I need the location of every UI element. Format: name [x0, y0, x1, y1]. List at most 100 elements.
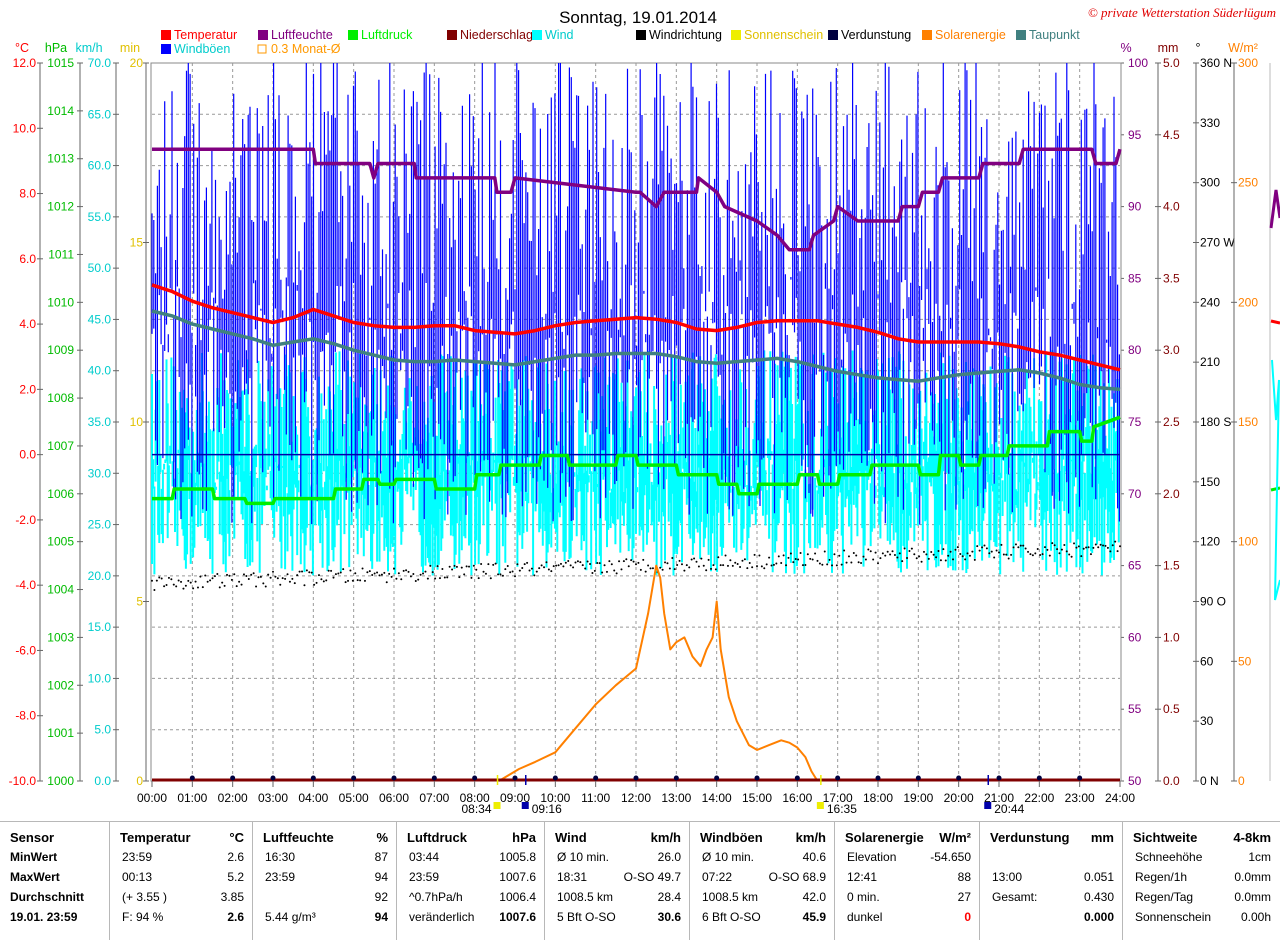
wind-direction-dot [925, 553, 928, 556]
stats-row: 1008.5 km 42.0 [690, 888, 834, 907]
wind-direction-dot [632, 560, 635, 563]
axis-tick-label: 30 [1200, 714, 1214, 728]
wind-direction-dot [959, 553, 962, 556]
wind-direction-dot [847, 555, 850, 558]
axis-tick-label: 60 [1200, 654, 1214, 668]
legend-label: Windrichtung [649, 28, 722, 42]
x-markers: 08:34 09:16 16:35 20:44 [461, 775, 1025, 816]
stats-label: (+ 3.55 ) [122, 890, 168, 904]
axis-tick-label: 1004 [47, 583, 74, 597]
wind-direction-dot [775, 562, 778, 565]
wind-direction-dot [204, 574, 207, 577]
wind-direction-dot [651, 567, 654, 570]
verdunstung-dot [593, 775, 599, 781]
stats-value: O-SO 68.9 [768, 870, 826, 884]
wind-direction-dot [470, 576, 473, 579]
wind-direction-dot [789, 552, 792, 555]
stats-value: km/h [650, 830, 681, 845]
wind-direction-dot [985, 547, 988, 550]
stats-column: Luftfeuchte% 16:30 87 23:59 94 92 5.44 g/m³ 94 [253, 821, 397, 940]
wind-direction-dot [533, 574, 536, 577]
wind-direction-dot [743, 558, 746, 561]
wind-direction-dot [497, 573, 500, 576]
wind-direction-dot [869, 550, 872, 553]
axis-tick-label: 100 [1128, 56, 1148, 70]
wind-direction-dot [1053, 544, 1056, 547]
wind-direction-dot [538, 567, 541, 570]
stats-label: Gesamt: [992, 890, 1038, 904]
wind-direction-dot [1029, 553, 1032, 556]
axis-tick-label: 45.0 [88, 312, 112, 326]
axis-tick-label: 20.0 [88, 569, 112, 583]
wind-direction-dot [293, 582, 296, 585]
wind-direction-dot [458, 576, 461, 579]
stats-row: dunkel 0 [835, 908, 979, 927]
x-tick-label: 06:00 [379, 791, 409, 805]
wind-direction-dot [518, 569, 521, 572]
wind-direction-dot [998, 551, 1000, 554]
stats-value: 0.000 [1083, 910, 1114, 924]
axis-unit: ° [1196, 41, 1201, 55]
wind-direction-dot [1068, 553, 1071, 556]
wind-direction-dot [756, 565, 758, 568]
wind-direction-dot [770, 564, 773, 567]
wind-direction-dot [1106, 546, 1109, 549]
wind-direction-dot [589, 562, 592, 565]
stats-value: 4-8km [1233, 830, 1271, 845]
x-tick-label: 22:00 [1024, 791, 1054, 805]
legend-label: Luftdruck [361, 28, 413, 42]
wind-direction-dot [678, 559, 681, 562]
wind-direction-dot [226, 573, 229, 576]
wind-direction-dot [211, 577, 214, 580]
wind-direction-dot [516, 563, 519, 566]
stats-value: -54.650 [930, 850, 971, 864]
wind-direction-dot [961, 555, 964, 558]
wind-direction-dot [685, 564, 688, 567]
wind-direction-dot [298, 570, 301, 573]
wind-direction-dot [949, 550, 952, 553]
stats-row: Ø 10 min. 26.0 [545, 848, 689, 867]
stats-value: 27 [957, 890, 971, 904]
wind-direction-dot [257, 576, 260, 579]
wind-direction-dot [317, 574, 320, 577]
stats-label: Durchschnitt [10, 890, 85, 904]
wind-direction-dot [932, 553, 935, 556]
wind-direction-dot [835, 564, 838, 567]
stats-label: 23:59 [265, 870, 296, 884]
wind-direction-dot [855, 554, 858, 557]
axis-tick-label: 65.0 [88, 107, 112, 121]
axis-tick-label: 1014 [47, 104, 74, 118]
stats-value: 30.6 [657, 910, 681, 924]
stats-row: Schneehöhe 1cm [1123, 848, 1279, 867]
axis-tick-label: 10.0 [13, 121, 37, 135]
wind-direction-dot [339, 571, 342, 574]
wind-direction-dot [659, 566, 662, 569]
wind-direction-dot [1085, 546, 1088, 549]
stats-label: Solarenergie [845, 830, 924, 845]
wind-direction-dot [930, 551, 933, 554]
wind-direction-dot [845, 561, 848, 564]
wind-direction-dot [201, 586, 204, 589]
wind-direction-dot [550, 570, 553, 573]
wind-direction-dot [276, 577, 279, 580]
verdunstung-dot [230, 775, 236, 781]
wind-direction-dot [250, 573, 253, 576]
wind-direction-dot [426, 577, 429, 580]
x-tick-label: 08:00 [460, 791, 490, 805]
verdunstung-dot [1077, 775, 1083, 781]
marker-swatch [984, 802, 992, 809]
wind-direction-dot [944, 559, 947, 562]
wind-direction-dot [574, 561, 577, 564]
stats-value: °C [229, 830, 244, 845]
wind-direction-dot [794, 557, 797, 560]
axis-tick-label: 8.0 [19, 187, 36, 201]
wind-direction-dot [509, 571, 512, 574]
wind-direction-dot [451, 568, 454, 571]
mini-temp [1270, 319, 1280, 325]
wind-direction-dot [603, 564, 606, 567]
wind-direction-dot [402, 569, 405, 572]
wind-direction-dot [303, 584, 306, 587]
legend-swatch [828, 30, 838, 40]
wind-direction-dot [772, 563, 775, 566]
wind-direction-dot [291, 577, 294, 580]
